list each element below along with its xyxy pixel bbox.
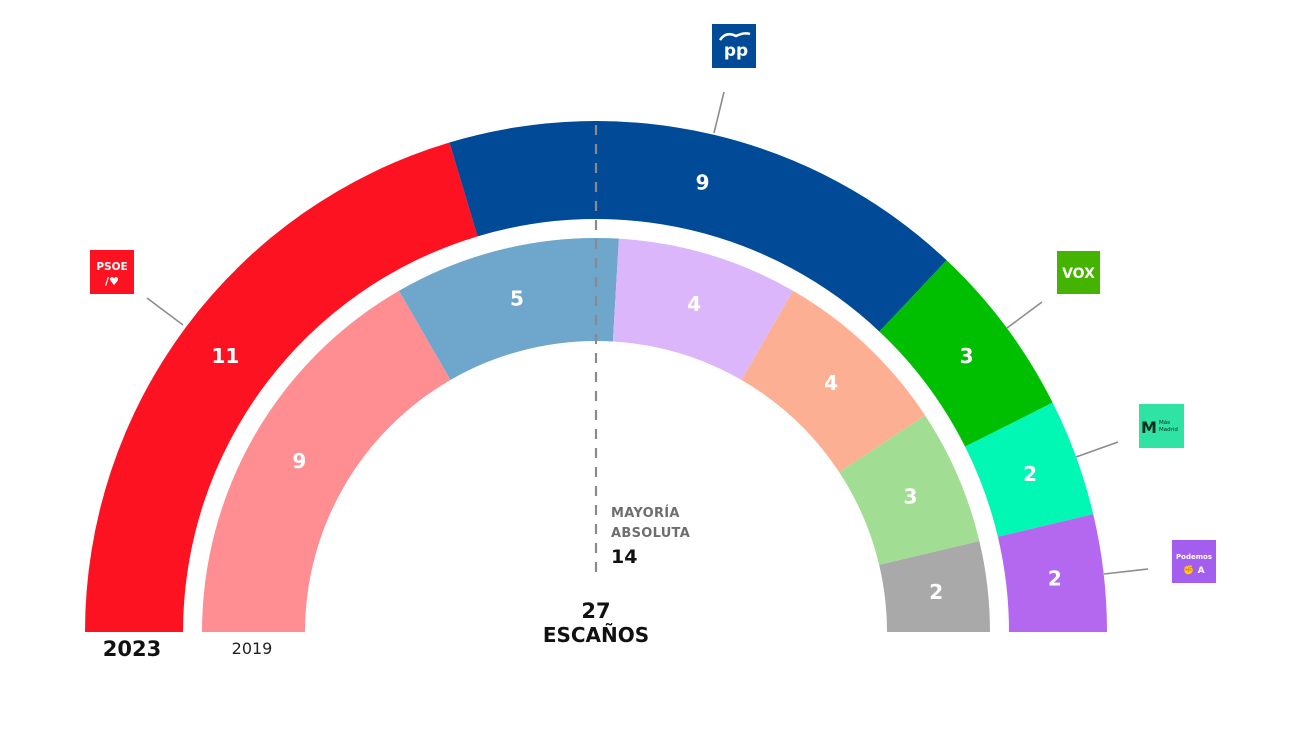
- gull-icon: [718, 32, 751, 41]
- seat-count-2023-pp: 9: [696, 170, 710, 194]
- mas-madrid-logo-text: Más: [1159, 419, 1170, 426]
- seat-count-2023-podemos: 2: [1048, 566, 1062, 590]
- leader-line-mas-madrid: [1075, 441, 1119, 458]
- majority-caption-line2: ABSOLUTA: [611, 526, 690, 541]
- segment-2023-m-s-madrid: [965, 402, 1094, 537]
- segment-2019-vox: [839, 415, 980, 565]
- leader-line-podemos: [1103, 568, 1149, 575]
- logo-pp: pp: [712, 24, 756, 68]
- logo-vox: VOX: [1057, 251, 1100, 294]
- ring-2019: 9 5 4 4 3 2: [202, 238, 990, 632]
- segment-2023-podemos: [997, 514, 1107, 632]
- psoe-logo-text: PSOE: [96, 261, 127, 273]
- seat-count-2023-psoe: 11: [211, 344, 239, 368]
- logo-mas-madrid: M Más Madrid: [1139, 404, 1184, 448]
- year-label-2023: 2023: [103, 637, 161, 661]
- total-seats-caption: ESCAÑOS: [543, 623, 649, 647]
- seat-count-2019-psoe: 9: [292, 449, 306, 473]
- segment-2023-vox: [879, 260, 1053, 447]
- leader-line-pp: [713, 91, 725, 134]
- mas-madrid-logo-letter: M: [1141, 418, 1157, 437]
- podemos-logo-text: Podemos: [1176, 553, 1212, 561]
- segment-2019-psoe: [202, 290, 451, 632]
- seat-count-2023-vox: 3: [960, 344, 974, 368]
- seat-count-2019-ciudadanos: 4: [824, 371, 838, 395]
- logo-podemos: Podemos ✊ A: [1172, 540, 1216, 583]
- segment-2019-pp: [399, 238, 619, 380]
- majority-value: 14: [611, 546, 637, 568]
- year-label-2019: 2019: [232, 639, 273, 658]
- mas-madrid-logo-text-2: Madrid: [1159, 427, 1178, 433]
- logo-psoe: PSOE /♥: [90, 250, 134, 294]
- total-seats-value: 27: [581, 599, 610, 623]
- seat-count-2019-pp: 5: [510, 287, 524, 311]
- seat-count-2019-podemos: 2: [929, 580, 943, 604]
- vox-logo-text: VOX: [1062, 266, 1095, 282]
- segment-2019-podemos: [879, 541, 990, 632]
- leader-line-psoe: [146, 297, 184, 326]
- segment-2019-ciudadanos: [741, 290, 926, 473]
- ring-2023: 11 9 3 2 2: [85, 120, 1107, 633]
- seat-count-2023-m-s-madrid: 2: [1023, 462, 1037, 486]
- seat-count-2019-vox: 3: [904, 484, 918, 508]
- heart-icon: /♥: [105, 275, 119, 288]
- segment-2023-pp: [449, 120, 947, 332]
- pp-logo-text: pp: [724, 41, 748, 61]
- segment-2019-m-s-madrid: [612, 238, 793, 380]
- leader-line-vox: [1006, 301, 1043, 329]
- podemos-circle-icon: ✊ A: [1183, 565, 1204, 576]
- seat-count-2019-m-s-madrid: 4: [687, 292, 701, 316]
- segment-2023-psoe: [85, 142, 478, 633]
- leader-lines: [146, 91, 1149, 575]
- majority-caption-line1: MAYORÍA: [611, 505, 680, 521]
